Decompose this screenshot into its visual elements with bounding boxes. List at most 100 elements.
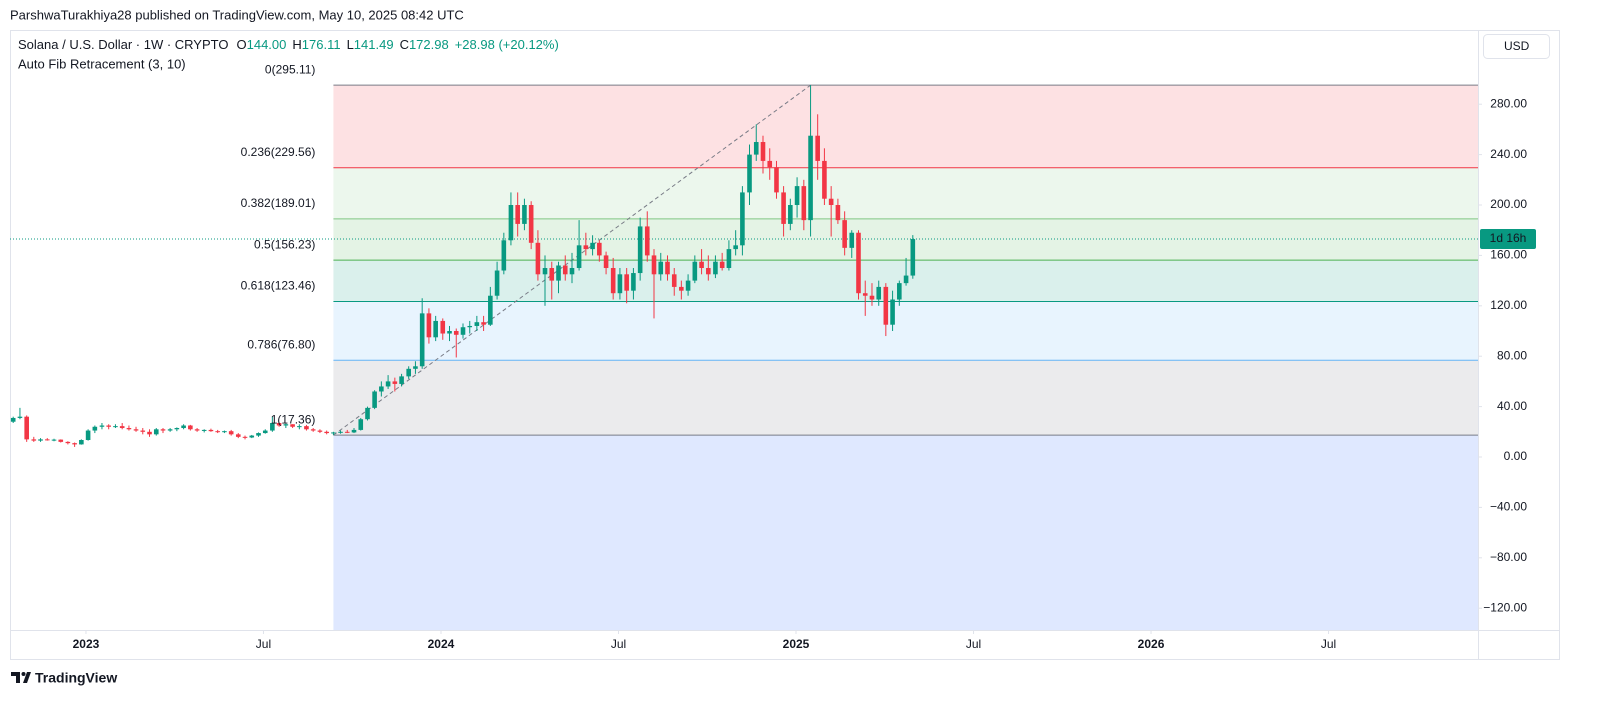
- candle-body: [747, 154, 752, 193]
- candle-body: [215, 431, 220, 433]
- candle-body: [508, 205, 514, 241]
- candle-body: [228, 431, 234, 435]
- candle-body: [460, 327, 466, 335]
- candle-body: [160, 429, 166, 431]
- legend-title: Solana / U.S. Dollar · 1W · CRYPTO: [18, 37, 228, 52]
- candle-body: [304, 426, 309, 430]
- candle-body: [31, 439, 37, 441]
- brand-logo: [11, 672, 31, 683]
- y-tick-label: 40.00: [1497, 399, 1527, 413]
- candle-body: [140, 430, 146, 432]
- candle-body: [65, 441, 71, 444]
- indicator-label: Auto Fib Retracement (3, 10): [18, 56, 186, 71]
- candle-body: [338, 431, 343, 433]
- candle-body: [447, 331, 452, 334]
- candle-body: [481, 322, 486, 325]
- candle-body: [685, 280, 691, 291]
- candle-body: [113, 426, 118, 428]
- candle-body: [58, 439, 64, 442]
- candle-body: [249, 435, 255, 438]
- x-tick-label: 2024: [428, 637, 455, 651]
- brand-name: TradingView: [35, 670, 117, 686]
- candle-body: [440, 320, 446, 334]
- candle-body: [72, 443, 77, 445]
- candle-body: [167, 429, 173, 431]
- candle-body: [106, 425, 111, 427]
- fib-label: 0(295.11): [265, 62, 315, 76]
- x-tick-label: 2026: [1138, 637, 1165, 651]
- currency-box[interactable]: [1483, 34, 1550, 59]
- candle-body: [549, 268, 555, 281]
- candle-body: [317, 430, 323, 432]
- candle-body: [385, 381, 391, 387]
- x-tick-label: Jul: [1321, 637, 1336, 651]
- candle-body: [569, 268, 575, 275]
- candle-body: [910, 239, 916, 276]
- candle-body: [283, 424, 289, 426]
- fib-zone: [333, 301, 1478, 361]
- candle-body: [358, 419, 364, 430]
- legend-change: +28.98 (+20.12%): [455, 37, 559, 52]
- candle-body: [535, 242, 541, 275]
- candle-body: [562, 265, 568, 275]
- candle-body: [276, 422, 282, 426]
- candle-body: [262, 430, 268, 434]
- candle-body: [433, 320, 438, 338]
- candle-body: [467, 325, 473, 328]
- candle-body: [651, 255, 657, 275]
- x-tick-label: Jul: [966, 637, 981, 651]
- candle-body: [297, 426, 302, 428]
- candle-body: [801, 186, 807, 221]
- y-tick-label: −120.00: [1483, 600, 1527, 614]
- candle-body: [869, 295, 875, 300]
- candle-body: [133, 429, 139, 431]
- candle-body: [733, 245, 738, 250]
- countdown-label: 1d 16h: [1490, 231, 1527, 245]
- y-tick-label: −80.00: [1490, 550, 1527, 564]
- candle-body: [699, 261, 704, 269]
- candle-body: [590, 242, 595, 250]
- legend-value: 176.11: [302, 37, 341, 52]
- legend: Solana / U.S. Dollar · 1W · CRYPTO O144.0…: [18, 37, 559, 52]
- candle-body: [522, 205, 527, 224]
- candle-body: [637, 226, 643, 274]
- candle-body: [392, 381, 398, 384]
- currency-label[interactable]: USD: [1504, 39, 1530, 53]
- candle-body: [44, 439, 50, 441]
- candle-body: [17, 416, 23, 418]
- candle-body: [324, 431, 329, 434]
- candle-body: [194, 429, 200, 431]
- candle-body: [38, 439, 43, 441]
- candle-body: [822, 160, 827, 199]
- candle-body: [453, 331, 459, 335]
- candle-body: [208, 429, 214, 432]
- legend-key: H: [292, 37, 301, 52]
- candle-body: [528, 205, 534, 243]
- candle-body: [174, 428, 180, 430]
- candle-body: [781, 192, 786, 224]
- fib-label: 1(17.36): [271, 412, 316, 426]
- candle-body: [310, 429, 316, 431]
- fib-label: 0.786(76.80): [247, 337, 315, 351]
- candle-body: [372, 391, 377, 408]
- legend-key: O: [236, 37, 246, 52]
- candle-body: [897, 283, 902, 300]
- candle-body: [876, 286, 882, 300]
- y-tick-label: 200.00: [1490, 197, 1527, 211]
- plot-area: [10, 84, 1478, 630]
- candle-body: [740, 192, 745, 246]
- x-tick-label: Jul: [611, 637, 626, 651]
- candle-body: [331, 432, 336, 434]
- countdown-badge: [1480, 229, 1536, 250]
- candle-body: [679, 286, 684, 291]
- y-tick-label: 280.00: [1490, 96, 1527, 110]
- candle-body: [610, 268, 616, 294]
- candle-body: [658, 261, 664, 275]
- candle-body: [99, 425, 105, 427]
- y-tick-label: 80.00: [1497, 348, 1527, 362]
- candle-body: [597, 242, 602, 256]
- candle-body: [365, 407, 370, 420]
- candle-body: [413, 366, 418, 369]
